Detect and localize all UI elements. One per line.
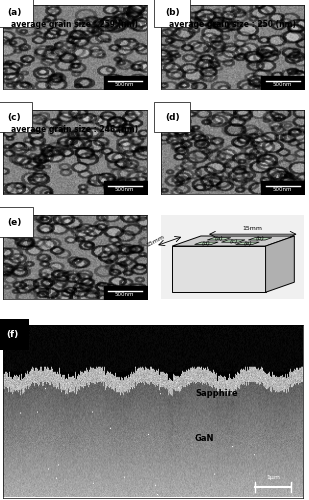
Text: (b): (b) bbox=[165, 8, 180, 16]
Polygon shape bbox=[195, 242, 218, 244]
Polygon shape bbox=[248, 238, 272, 240]
Polygon shape bbox=[207, 238, 231, 240]
Text: (d): (d) bbox=[165, 112, 180, 122]
Text: Sapphire: Sapphire bbox=[195, 390, 238, 398]
Polygon shape bbox=[265, 236, 294, 292]
Text: (a): (a) bbox=[214, 236, 223, 242]
Text: average grain size : 259 (nm): average grain size : 259 (nm) bbox=[11, 20, 138, 29]
Text: average grain size : 246 (nm): average grain size : 246 (nm) bbox=[11, 125, 138, 134]
Text: (e): (e) bbox=[243, 241, 252, 246]
Text: 500nm: 500nm bbox=[115, 82, 134, 87]
Text: average grain size : 250 (nm): average grain size : 250 (nm) bbox=[169, 20, 296, 29]
Text: (c): (c) bbox=[7, 112, 21, 122]
Text: 500nm: 500nm bbox=[115, 292, 134, 298]
Text: (e): (e) bbox=[7, 218, 22, 226]
Text: 15mm: 15mm bbox=[243, 226, 263, 231]
Text: 15mm: 15mm bbox=[146, 234, 165, 248]
Polygon shape bbox=[236, 242, 259, 244]
Polygon shape bbox=[222, 240, 245, 242]
Text: (c): (c) bbox=[229, 238, 237, 244]
Text: (a): (a) bbox=[7, 8, 22, 16]
Text: (f): (f) bbox=[6, 330, 18, 339]
Text: 500nm: 500nm bbox=[272, 188, 292, 192]
Text: GaN: GaN bbox=[195, 434, 214, 444]
Text: 1μm: 1μm bbox=[266, 475, 280, 480]
Text: 500nm: 500nm bbox=[272, 82, 292, 87]
Text: (b): (b) bbox=[256, 236, 265, 242]
Text: (d): (d) bbox=[202, 241, 211, 246]
Polygon shape bbox=[172, 246, 265, 292]
Text: 500nm: 500nm bbox=[115, 188, 134, 192]
Polygon shape bbox=[172, 236, 294, 246]
